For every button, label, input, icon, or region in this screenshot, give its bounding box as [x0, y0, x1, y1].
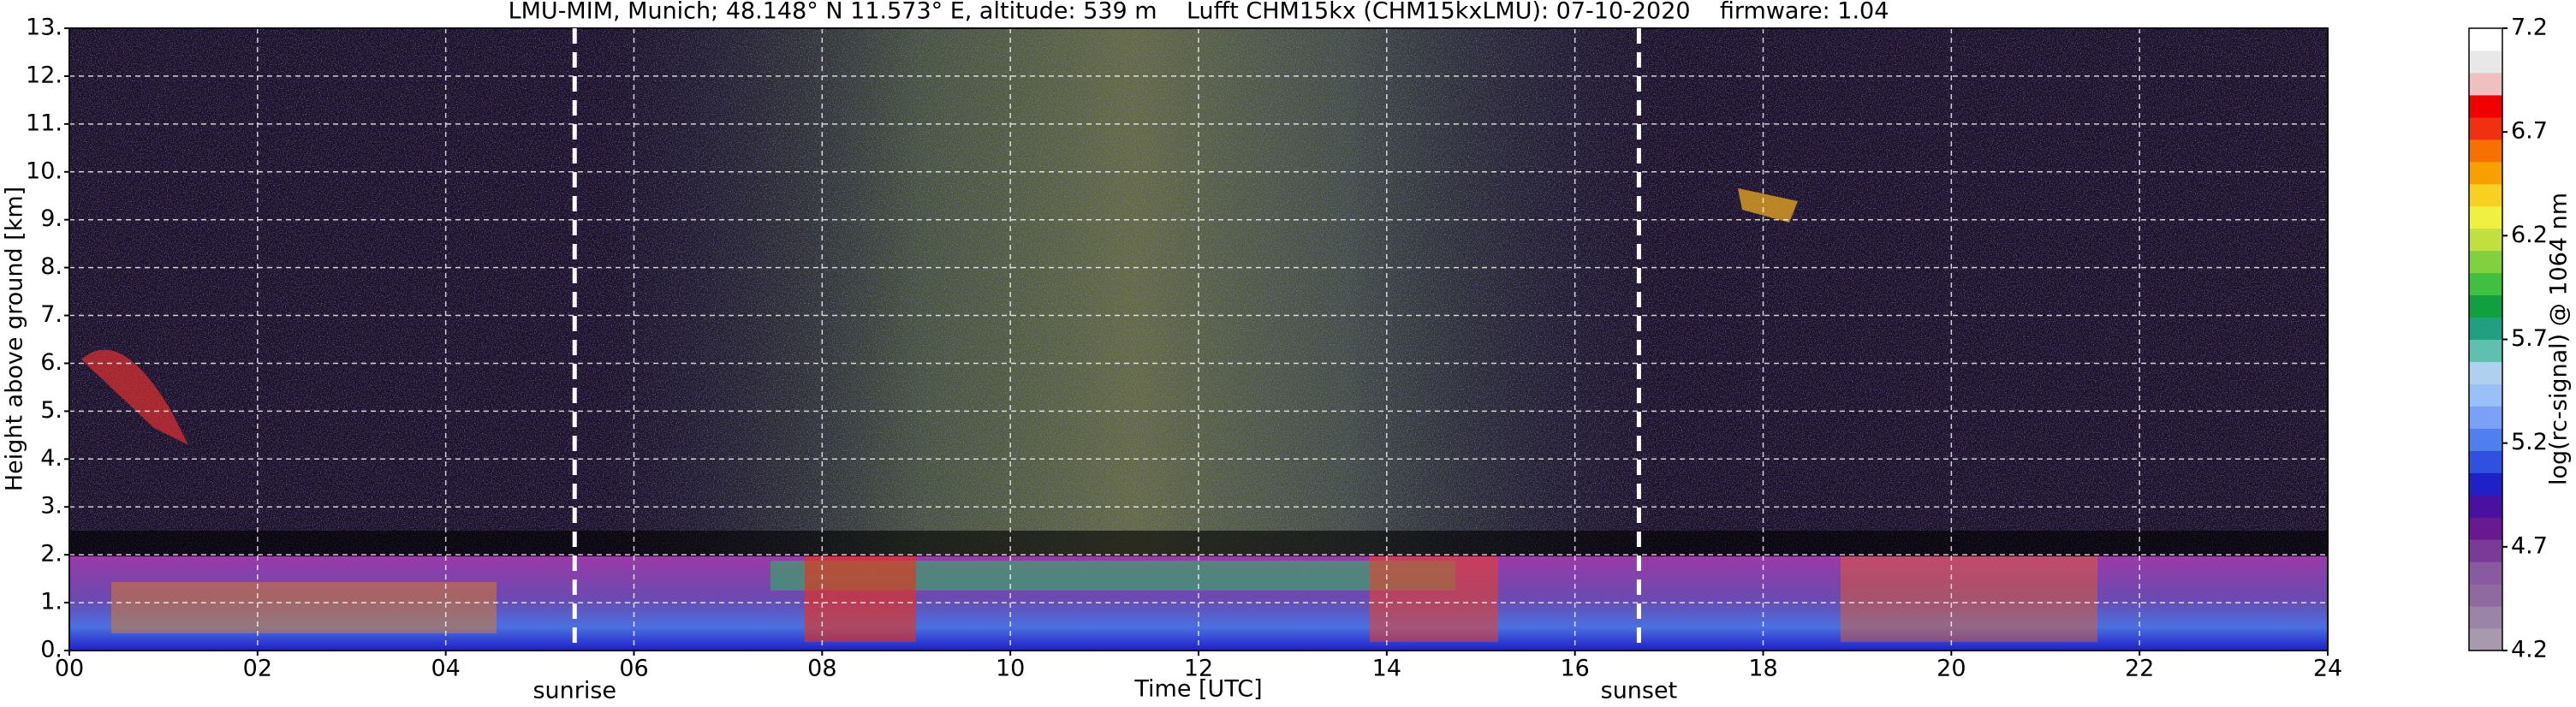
colorbar-segment	[2469, 272, 2502, 296]
colorbar-segment	[2469, 539, 2502, 562]
y-tick-label: 2.	[40, 541, 62, 567]
y-tick-label: 1.	[40, 589, 62, 615]
y-axis-label: Height above ground [km]	[2, 187, 28, 491]
colorbar-segment	[2469, 205, 2502, 229]
y-tick-label: 9.	[40, 205, 62, 232]
x-tick-label: 10	[996, 656, 1025, 682]
colorbar-segment	[2469, 450, 2502, 473]
x-tick-label: 06	[619, 656, 648, 682]
colorbar-tick-label: 6.2	[2511, 222, 2548, 248]
x-tick-label: 18	[1748, 656, 1777, 682]
x-tick-label: 14	[1372, 656, 1401, 682]
colorbar-label: log(rc-signal) @ 1064 nm	[2546, 193, 2573, 485]
colorbar-tick-label: 4.2	[2511, 637, 2548, 663]
colorbar-segment	[2469, 584, 2502, 607]
y-tick-label: 10.	[26, 157, 62, 184]
colorbar-segment	[2469, 94, 2502, 118]
y-tick-label: 11.	[26, 110, 62, 136]
x-tick-label: 08	[807, 656, 836, 682]
x-tick-label: 20	[1936, 656, 1966, 682]
colorbar-segment	[2469, 406, 2502, 429]
y-tick-label: 6.	[40, 349, 62, 376]
colorbar-segment	[2469, 428, 2502, 451]
colorbar-tick-label: 7.2	[2511, 15, 2548, 41]
event-label: sunrise	[532, 678, 616, 704]
y-tick-label: 5.	[40, 397, 62, 424]
chart-title: LMU-MIM, Munich; 48.148° N 11.573° E, al…	[509, 0, 1889, 25]
colorbar-tick-label: 5.7	[2511, 325, 2548, 352]
colorbar-segment	[2469, 250, 2502, 274]
y-tick-label: 7.	[40, 301, 62, 328]
colorbar-segment	[2469, 339, 2502, 362]
colorbar-tick-label: 6.7	[2511, 118, 2548, 145]
colorbar-segment	[2469, 228, 2502, 252]
colorbar-segment	[2469, 161, 2502, 185]
colorbar-segment	[2469, 517, 2502, 540]
y-tick-label: 4.	[40, 445, 62, 472]
event-label: sunset	[1601, 678, 1678, 704]
y-tick-label: 12.	[26, 62, 62, 88]
x-tick-label: 24	[2313, 656, 2342, 682]
plot-frame	[68, 27, 2329, 651]
x-tick-label: 16	[1560, 656, 1589, 682]
y-tick-label: 3.	[40, 493, 62, 520]
y-tick-label: 0.	[40, 637, 62, 663]
x-tick-label: 22	[2125, 656, 2154, 682]
colorbar-tick-label: 5.2	[2511, 429, 2548, 455]
x-tick-label: 00	[55, 656, 84, 682]
x-axis-label: Time [UTC]	[1133, 676, 1262, 703]
colorbar-segment	[2469, 383, 2502, 407]
colorbar-segment	[2469, 606, 2502, 629]
colorbar-segment	[2469, 294, 2502, 318]
x-tick-label: 04	[431, 656, 460, 682]
colorbar-segment	[2469, 28, 2502, 51]
colorbar-segment	[2469, 116, 2502, 140]
colorbar-segment	[2469, 317, 2502, 340]
colorbar-segment	[2469, 561, 2502, 585]
x-tick-label: 12	[1184, 656, 1213, 682]
y-tick-label: 13.	[26, 15, 62, 41]
colorbar-segment	[2469, 361, 2502, 384]
colorbar-tick-label: 4.7	[2511, 532, 2548, 559]
x-tick-label: 02	[243, 656, 272, 682]
colorbar-segment	[2469, 72, 2502, 96]
y-tick-label: 8.	[40, 253, 62, 280]
colorbar-segment	[2469, 50, 2502, 74]
colorbar-segment	[2469, 628, 2502, 651]
colorbar-segment	[2469, 183, 2502, 207]
colorbar-segment	[2469, 139, 2502, 163]
colorbar-segment	[2469, 472, 2502, 496]
colorbar-segment	[2469, 495, 2502, 518]
